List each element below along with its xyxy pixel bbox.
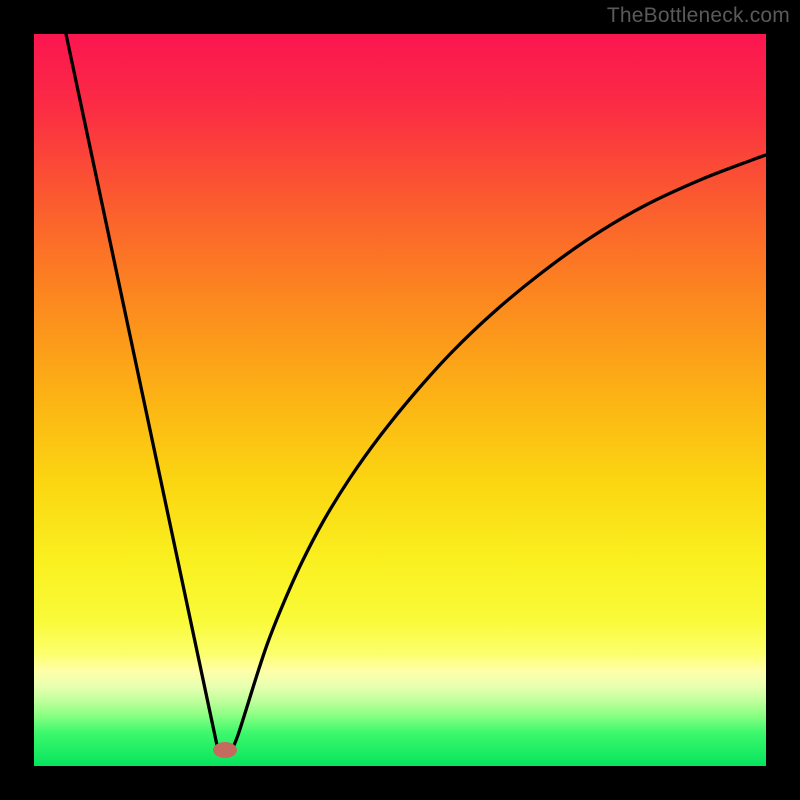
bottleneck-chart [0, 0, 800, 800]
chart-stage: TheBottleneck.com [0, 0, 800, 800]
watermark-text: TheBottleneck.com [607, 4, 790, 28]
minimum-marker [213, 742, 237, 758]
